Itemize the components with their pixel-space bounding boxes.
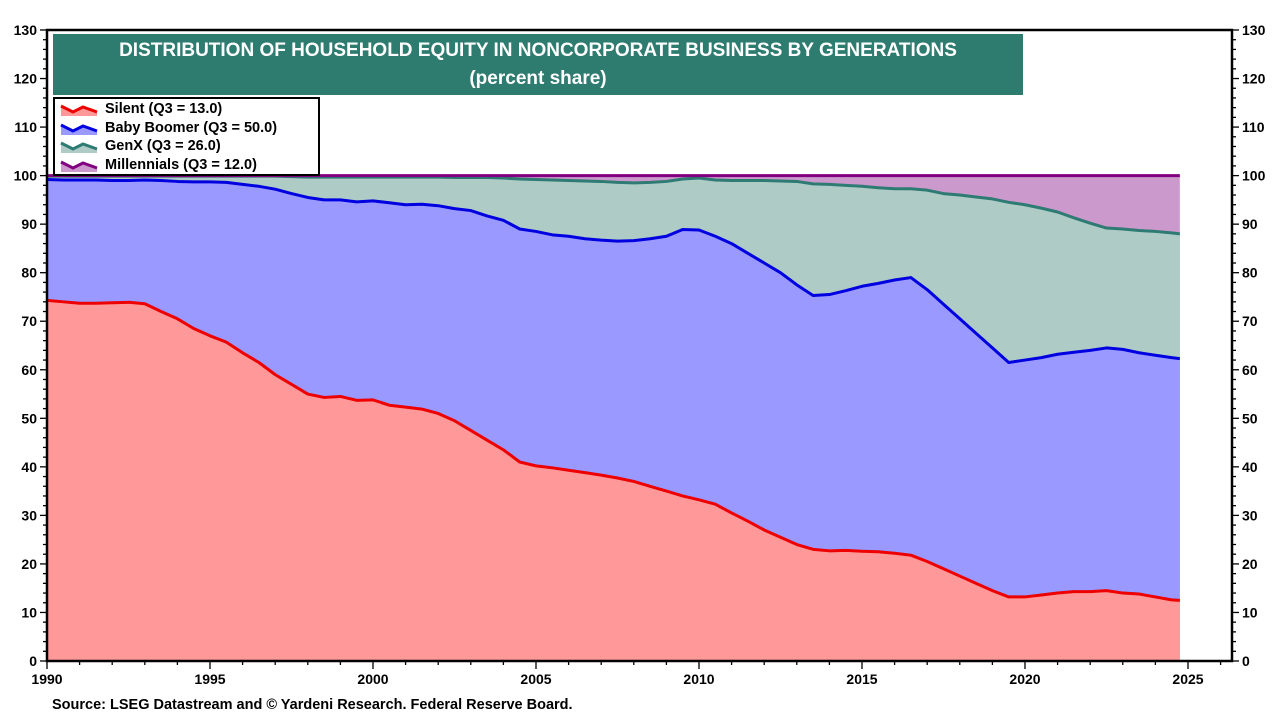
line-silent (46, 298, 1180, 602)
x-tick-label: 1990 (31, 671, 62, 687)
legend-swatch-silent (60, 104, 98, 117)
legend-item-millennials: Millennials (Q3 = 12.0) (59, 156, 318, 175)
chart-title-box: DISTRIBUTION OF HOUSEHOLD EQUITY IN NONC… (53, 34, 1023, 95)
line-baby-boomer (46, 177, 1181, 364)
y-tick-label-right: 40 (1242, 459, 1258, 475)
x-tick-label: 2000 (357, 671, 388, 687)
y-tick-label-right: 60 (1242, 362, 1258, 378)
y-tick-label-right: 110 (1242, 119, 1265, 135)
y-tick-label-right: 30 (1242, 507, 1258, 523)
y-tick-label-left: 20 (21, 556, 37, 572)
legend: Silent (Q3 = 13.0) Baby Boomer (Q3 = 50.… (53, 97, 320, 176)
area-silent (47, 300, 1180, 661)
x-tick-label: 2020 (1009, 671, 1040, 687)
y-tick-label-left: 10 (21, 604, 37, 620)
y-tick-label-left: 90 (21, 216, 37, 232)
y-tick-label-left: 40 (21, 459, 37, 475)
y-tick-label-left: 70 (21, 313, 37, 329)
y-tick-label-left: 50 (21, 410, 37, 426)
legend-label: Millennials (Q3 = 12.0) (105, 156, 257, 173)
y-tick-label-left: 60 (21, 362, 37, 378)
legend-label: Baby Boomer (Q3 = 50.0) (105, 119, 278, 136)
legend-item-genx: GenX (Q3 = 26.0) (59, 137, 318, 156)
chart-subtitle: (percent share) (469, 68, 607, 89)
y-tick-label-right: 70 (1242, 313, 1258, 329)
x-tick-label: 2015 (846, 671, 877, 687)
legend-swatch-genx (60, 141, 98, 154)
y-tick-label-right: 120 (1242, 71, 1266, 87)
y-tick-label-right: 80 (1242, 265, 1258, 281)
stacked-areas (47, 175, 1180, 661)
legend-item-silent: Silent (Q3 = 13.0) (59, 100, 318, 119)
y-tick-label-right: 100 (1242, 168, 1266, 184)
legend-swatch-baby-boomer (60, 123, 98, 135)
y-tick-label-right: 20 (1242, 556, 1258, 572)
y-tick-label-left: 120 (14, 71, 38, 87)
source-note: Source: LSEG Datastream and © Yardeni Re… (52, 697, 573, 713)
y-tick-label-right: 50 (1242, 410, 1258, 426)
chart-title: DISTRIBUTION OF HOUSEHOLD EQUITY IN NONC… (119, 40, 957, 61)
x-tick-label: 2010 (683, 671, 714, 687)
y-tick-label-left: 110 (14, 119, 37, 135)
x-tick-label: 2025 (1172, 671, 1203, 687)
y-tick-label-right: 130 (1242, 22, 1266, 38)
y-tick-label-left: 100 (14, 168, 38, 184)
y-tick-label-right: 10 (1242, 604, 1258, 620)
x-tick-label: 2005 (520, 671, 551, 687)
y-tick-label-left: 30 (21, 507, 37, 523)
legend-item-baby-boomer: Baby Boomer (Q3 = 50.0) (59, 119, 318, 138)
y-tick-label-left: 80 (21, 265, 37, 281)
x-tick-label: 1995 (194, 671, 225, 687)
plot-frame (45, 28, 1234, 663)
legend-swatch-millennials (60, 160, 98, 172)
y-tick-label-right: 0 (1242, 653, 1250, 669)
y-tick-label-left: 0 (29, 653, 37, 669)
legend-label: Silent (Q3 = 13.0) (105, 101, 223, 118)
legend-label: GenX (Q3 = 26.0) (105, 138, 221, 155)
y-tick-label-left: 130 (14, 22, 38, 38)
y-tick-label-right: 90 (1242, 216, 1258, 232)
